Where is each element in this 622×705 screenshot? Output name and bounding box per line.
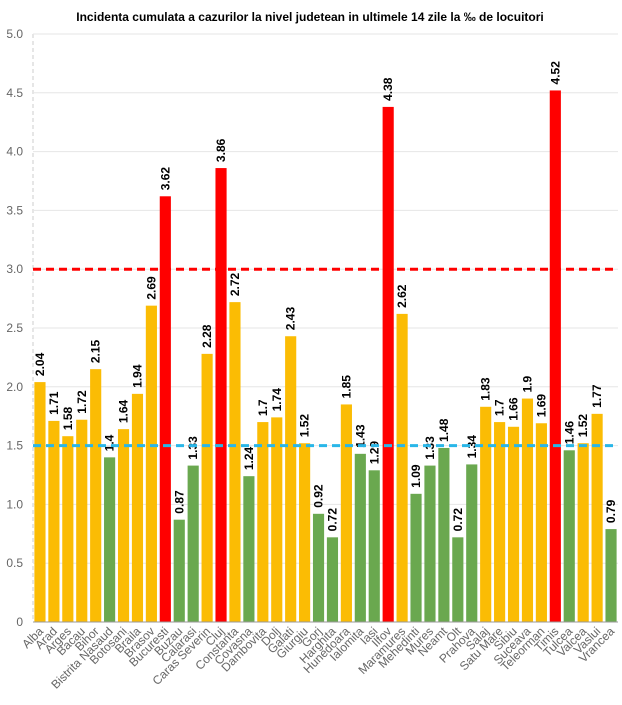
y-tick-label: 2.0 — [6, 380, 23, 394]
value-label: 1.72 — [75, 390, 89, 414]
value-label: 0.72 — [451, 508, 465, 532]
value-label: 1.66 — [507, 397, 521, 421]
value-label: 1.83 — [479, 377, 493, 401]
value-label: 1.4 — [103, 434, 117, 451]
bar — [535, 423, 547, 622]
bar — [187, 465, 199, 622]
bar — [438, 447, 450, 622]
bar — [201, 353, 213, 622]
bar — [312, 513, 325, 622]
bar — [76, 419, 88, 622]
bar — [229, 302, 241, 622]
value-label: 1.7 — [256, 399, 270, 416]
y-tick-label: 2.5 — [6, 321, 23, 335]
bar — [257, 422, 269, 622]
value-label: 2.43 — [284, 307, 298, 331]
bar — [368, 470, 380, 622]
value-label: 1.34 — [465, 435, 479, 459]
bar — [396, 313, 408, 622]
bar — [494, 422, 506, 622]
y-tick-label: 1.0 — [6, 497, 23, 511]
bar — [410, 493, 422, 622]
value-label: 3.62 — [158, 167, 172, 191]
bar — [452, 537, 464, 622]
value-label: 0.92 — [312, 484, 326, 508]
bar — [340, 404, 352, 622]
bar — [354, 453, 366, 622]
y-tick-label: 1.5 — [6, 439, 23, 453]
bar — [507, 426, 520, 622]
bar — [605, 529, 617, 622]
bar — [271, 417, 283, 622]
value-label: 1.64 — [117, 399, 131, 423]
y-tick-label: 3.5 — [6, 203, 23, 217]
value-label: 2.15 — [89, 339, 103, 363]
bar — [299, 443, 311, 622]
chart-title: Incidenta cumulata a cazurilor la nivel … — [76, 10, 543, 24]
bar — [131, 393, 144, 622]
y-tick-label: 0 — [16, 615, 23, 629]
bar — [34, 382, 46, 622]
value-label: 3.86 — [214, 138, 228, 162]
y-tick-label: 5.0 — [6, 27, 23, 41]
bar — [173, 519, 185, 622]
value-label: 4.52 — [548, 61, 562, 85]
value-label: 1.9 — [520, 376, 534, 393]
bar — [480, 406, 492, 622]
value-label: 1.7 — [493, 399, 507, 416]
bar — [145, 305, 157, 622]
value-label: 1.94 — [130, 364, 144, 388]
bar — [104, 457, 116, 622]
bar — [591, 413, 603, 622]
bar — [382, 106, 394, 623]
bar — [424, 465, 436, 622]
value-label: 1.46 — [562, 421, 576, 445]
bar — [577, 443, 589, 622]
y-tick-label: 4.5 — [6, 86, 23, 100]
bar — [521, 398, 534, 622]
bar — [466, 464, 478, 622]
bar — [159, 196, 171, 622]
value-label: 1.58 — [61, 407, 75, 431]
value-label: 1.52 — [298, 414, 312, 438]
value-label: 1.71 — [47, 391, 61, 415]
bar — [549, 90, 561, 622]
value-label: 1.74 — [270, 388, 284, 412]
bar — [117, 429, 130, 622]
value-label: 1.77 — [590, 384, 604, 408]
bar — [326, 537, 339, 622]
value-label: 1.69 — [534, 394, 548, 418]
bar — [48, 420, 60, 622]
y-tick-label: 4.0 — [6, 145, 23, 159]
y-tick-label: 3.0 — [6, 262, 23, 276]
value-label: 0.79 — [604, 499, 618, 523]
bar — [243, 476, 255, 622]
value-label: 1.52 — [576, 414, 590, 438]
y-tick-label: 0.5 — [6, 556, 23, 570]
value-label: 2.69 — [144, 276, 158, 300]
value-label: 1.48 — [437, 418, 451, 442]
bar — [285, 336, 297, 622]
value-label: 1.09 — [409, 464, 423, 488]
value-label: 1.85 — [339, 375, 353, 399]
value-label: 0.87 — [172, 490, 186, 514]
value-label: 2.28 — [200, 324, 214, 348]
bar — [90, 369, 102, 622]
bar — [563, 450, 575, 622]
value-label: 1.33 — [186, 436, 200, 460]
value-label: 1.33 — [423, 436, 437, 460]
bar — [62, 436, 74, 622]
bar — [215, 168, 227, 622]
value-label: 0.72 — [325, 508, 339, 532]
value-label: 1.43 — [353, 424, 367, 448]
value-label: 2.62 — [395, 284, 409, 308]
value-label: 1.24 — [242, 446, 256, 470]
value-label: 2.72 — [228, 272, 242, 296]
value-label: 4.38 — [381, 77, 395, 101]
value-label: 2.04 — [33, 352, 47, 376]
